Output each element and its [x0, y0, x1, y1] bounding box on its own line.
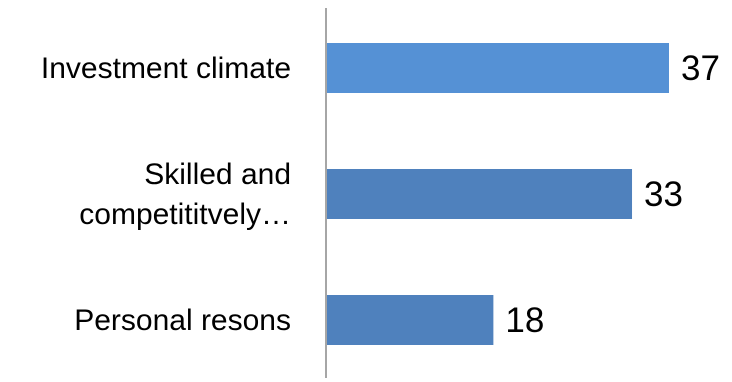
data-label-1: 37: [681, 49, 720, 88]
data-labels: 37 33 18: [505, 49, 720, 340]
data-label-2: 33: [644, 175, 683, 214]
category-labels: Investment climate Skilled and competititv…: [41, 52, 291, 337]
bar-2: [327, 169, 633, 219]
category-label-3: Personal resons: [74, 304, 291, 337]
bars-layer: [327, 43, 669, 345]
category-label-1: Investment climate: [41, 52, 291, 85]
category-label-2-line-1: Skilled and: [144, 158, 291, 191]
bar-3: [327, 295, 494, 345]
bar-1: [327, 43, 669, 93]
data-label-3: 18: [505, 301, 544, 340]
category-label-2-line-2: competititvely…: [79, 198, 291, 231]
